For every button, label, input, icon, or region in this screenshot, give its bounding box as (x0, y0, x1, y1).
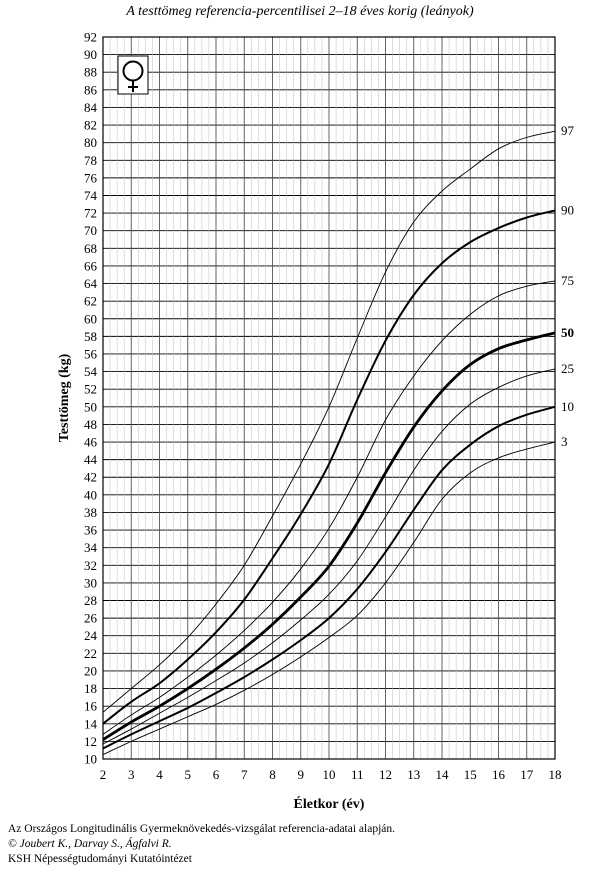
x-tick-label: 7 (241, 767, 248, 782)
y-tick-label: 18 (84, 681, 97, 696)
y-tick-label: 54 (84, 364, 98, 379)
chart-title: A testtömeg referencia-percentilisei 2–1… (126, 4, 474, 19)
x-tick-label: 15 (464, 767, 477, 782)
series-label-p97: 97 (561, 123, 575, 138)
x-tick-label: 12 (379, 767, 392, 782)
plot-frame (102, 36, 556, 760)
y-tick-label: 76 (84, 170, 98, 185)
y-tick-label: 56 (84, 346, 98, 361)
y-tick-label: 66 (84, 258, 98, 273)
series-label-p25: 25 (561, 361, 574, 376)
x-axis-label: Életkor (év) (294, 795, 365, 812)
x-tick-label: 17 (520, 767, 534, 782)
series-lines (102, 130, 556, 756)
y-tick-label: 48 (84, 417, 97, 432)
x-tick-label: 4 (156, 767, 163, 782)
y-tick-label: 36 (84, 523, 98, 538)
footer-authors: © Joubert K., Darvay S., Ágfalvi R. (8, 838, 172, 850)
y-tick-label: 80 (84, 135, 97, 150)
x-tick-label: 9 (298, 767, 305, 782)
y-tick-label: 82 (84, 118, 97, 133)
y-tick-label: 38 (84, 505, 97, 520)
y-tick-label: 24 (84, 628, 98, 643)
footer-source: Az Országos Longitudinális Gyermeknöveke… (8, 823, 396, 835)
series-line-p90 (102, 209, 556, 725)
footer: Az Országos Longitudinális Gyermeknöveke… (8, 822, 395, 867)
y-tick-label: 16 (84, 699, 98, 714)
x-tick-label: 11 (351, 767, 364, 782)
y-tick-label: 40 (84, 487, 97, 502)
x-tick-label: 18 (549, 767, 562, 782)
y-tick-label: 72 (84, 206, 97, 221)
x-tick-label: 14 (436, 767, 450, 782)
y-tick-label: 30 (84, 575, 97, 590)
y-tick-label: 92 (84, 30, 97, 45)
y-tick-label: 12 (84, 734, 97, 749)
axes (102, 36, 556, 760)
female-symbol-icon (117, 55, 149, 95)
y-tick-label: 44 (84, 452, 98, 467)
y-tick-label: 84 (84, 100, 98, 115)
series-label-p10: 10 (561, 399, 574, 414)
y-tick-label: 28 (84, 593, 97, 608)
series-line-p75 (102, 280, 556, 735)
y-tick-label: 74 (84, 188, 98, 203)
y-tick-label: 70 (84, 223, 97, 238)
y-tick-label: 32 (84, 558, 97, 573)
x-tick-label: 6 (213, 767, 220, 782)
x-tick-label: 10 (323, 767, 336, 782)
x-tick-label: 2 (100, 767, 107, 782)
y-tick-label: 46 (84, 435, 98, 450)
y-tick-label: 64 (84, 276, 98, 291)
footer-institute: KSH Népességtudományi Kutatóintézet (8, 853, 192, 865)
x-tick-label: 16 (492, 767, 506, 782)
series-labels: 3 10 25 50 75 90 97 (561, 123, 575, 449)
y-tick-label: 78 (84, 153, 97, 168)
x-tick-label: 3 (128, 767, 135, 782)
y-tick-label: 86 (84, 82, 98, 97)
tick-labels: 1012141618202224262830323436384042444648… (84, 30, 562, 783)
series-line-p50 (102, 331, 556, 741)
x-tick-label: 8 (269, 767, 276, 782)
y-tick-label: 34 (84, 540, 98, 555)
y-tick-label: 58 (84, 329, 97, 344)
series-label-p3: 3 (561, 434, 568, 449)
y-tick-label: 26 (84, 611, 98, 626)
y-tick-label: 22 (84, 646, 97, 661)
series-line-p10 (102, 405, 556, 750)
y-tick-label: 88 (84, 65, 97, 80)
series-label-p50: 50 (561, 325, 574, 340)
y-tick-label: 42 (84, 470, 97, 485)
y-tick-label: 20 (84, 663, 97, 678)
x-tick-label: 5 (185, 767, 192, 782)
y-tick-label: 60 (84, 311, 97, 326)
y-tick-label: 62 (84, 294, 97, 309)
y-tick-label: 14 (84, 716, 98, 731)
x-tick-label: 13 (407, 767, 420, 782)
y-axis-label: Testtömeg (kg) (57, 353, 72, 442)
series-label-p90: 90 (561, 202, 574, 217)
y-tick-label: 50 (84, 399, 97, 414)
y-tick-label: 52 (84, 382, 97, 397)
series-line-p97 (102, 130, 556, 713)
grid (102, 36, 556, 760)
series-line-p3 (102, 441, 556, 756)
series-line-p25 (102, 368, 556, 745)
series-label-p75: 75 (561, 273, 574, 288)
y-tick-label: 10 (84, 752, 97, 767)
y-tick-label: 90 (84, 47, 97, 62)
y-tick-label: 68 (84, 241, 97, 256)
